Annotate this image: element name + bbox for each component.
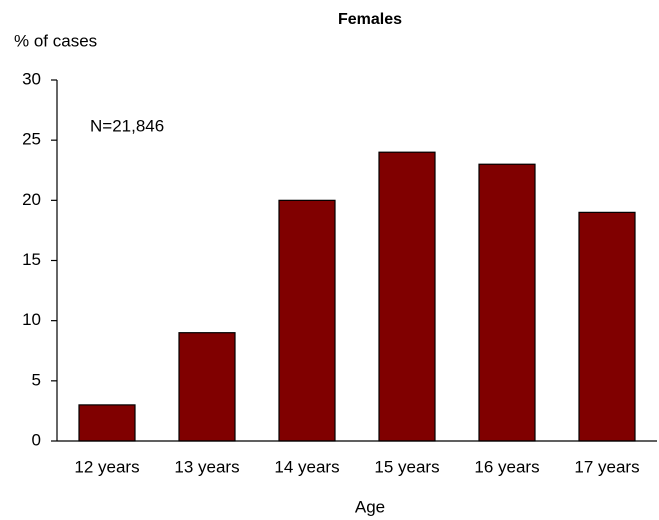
y-tick-label: 20 <box>22 190 41 209</box>
y-tick-label: 0 <box>32 430 41 449</box>
x-tick-label: 17 years <box>574 457 639 476</box>
x-tick-label: 14 years <box>274 457 339 476</box>
chart-title: Females <box>338 11 402 28</box>
bar <box>378 151 436 442</box>
bar <box>478 163 536 442</box>
bar <box>278 199 336 442</box>
annotation: N=21,846 <box>90 116 164 135</box>
y-tick-label: 10 <box>22 310 41 329</box>
y-tick-label: 25 <box>22 130 41 149</box>
y-axis-label: % of cases <box>14 31 97 50</box>
x-tick-label: 15 years <box>374 457 439 476</box>
x-tick-label: 13 years <box>174 457 239 476</box>
y-tick-label: 30 <box>22 69 41 88</box>
bar <box>578 211 636 442</box>
y-tick-label: 5 <box>32 370 41 389</box>
x-tick-label: 16 years <box>474 457 539 476</box>
bar <box>178 332 236 442</box>
x-tick-label: 12 years <box>74 457 139 476</box>
y-tick-label: 15 <box>22 250 41 269</box>
x-axis-label: Age <box>355 497 385 516</box>
bar <box>78 404 136 442</box>
